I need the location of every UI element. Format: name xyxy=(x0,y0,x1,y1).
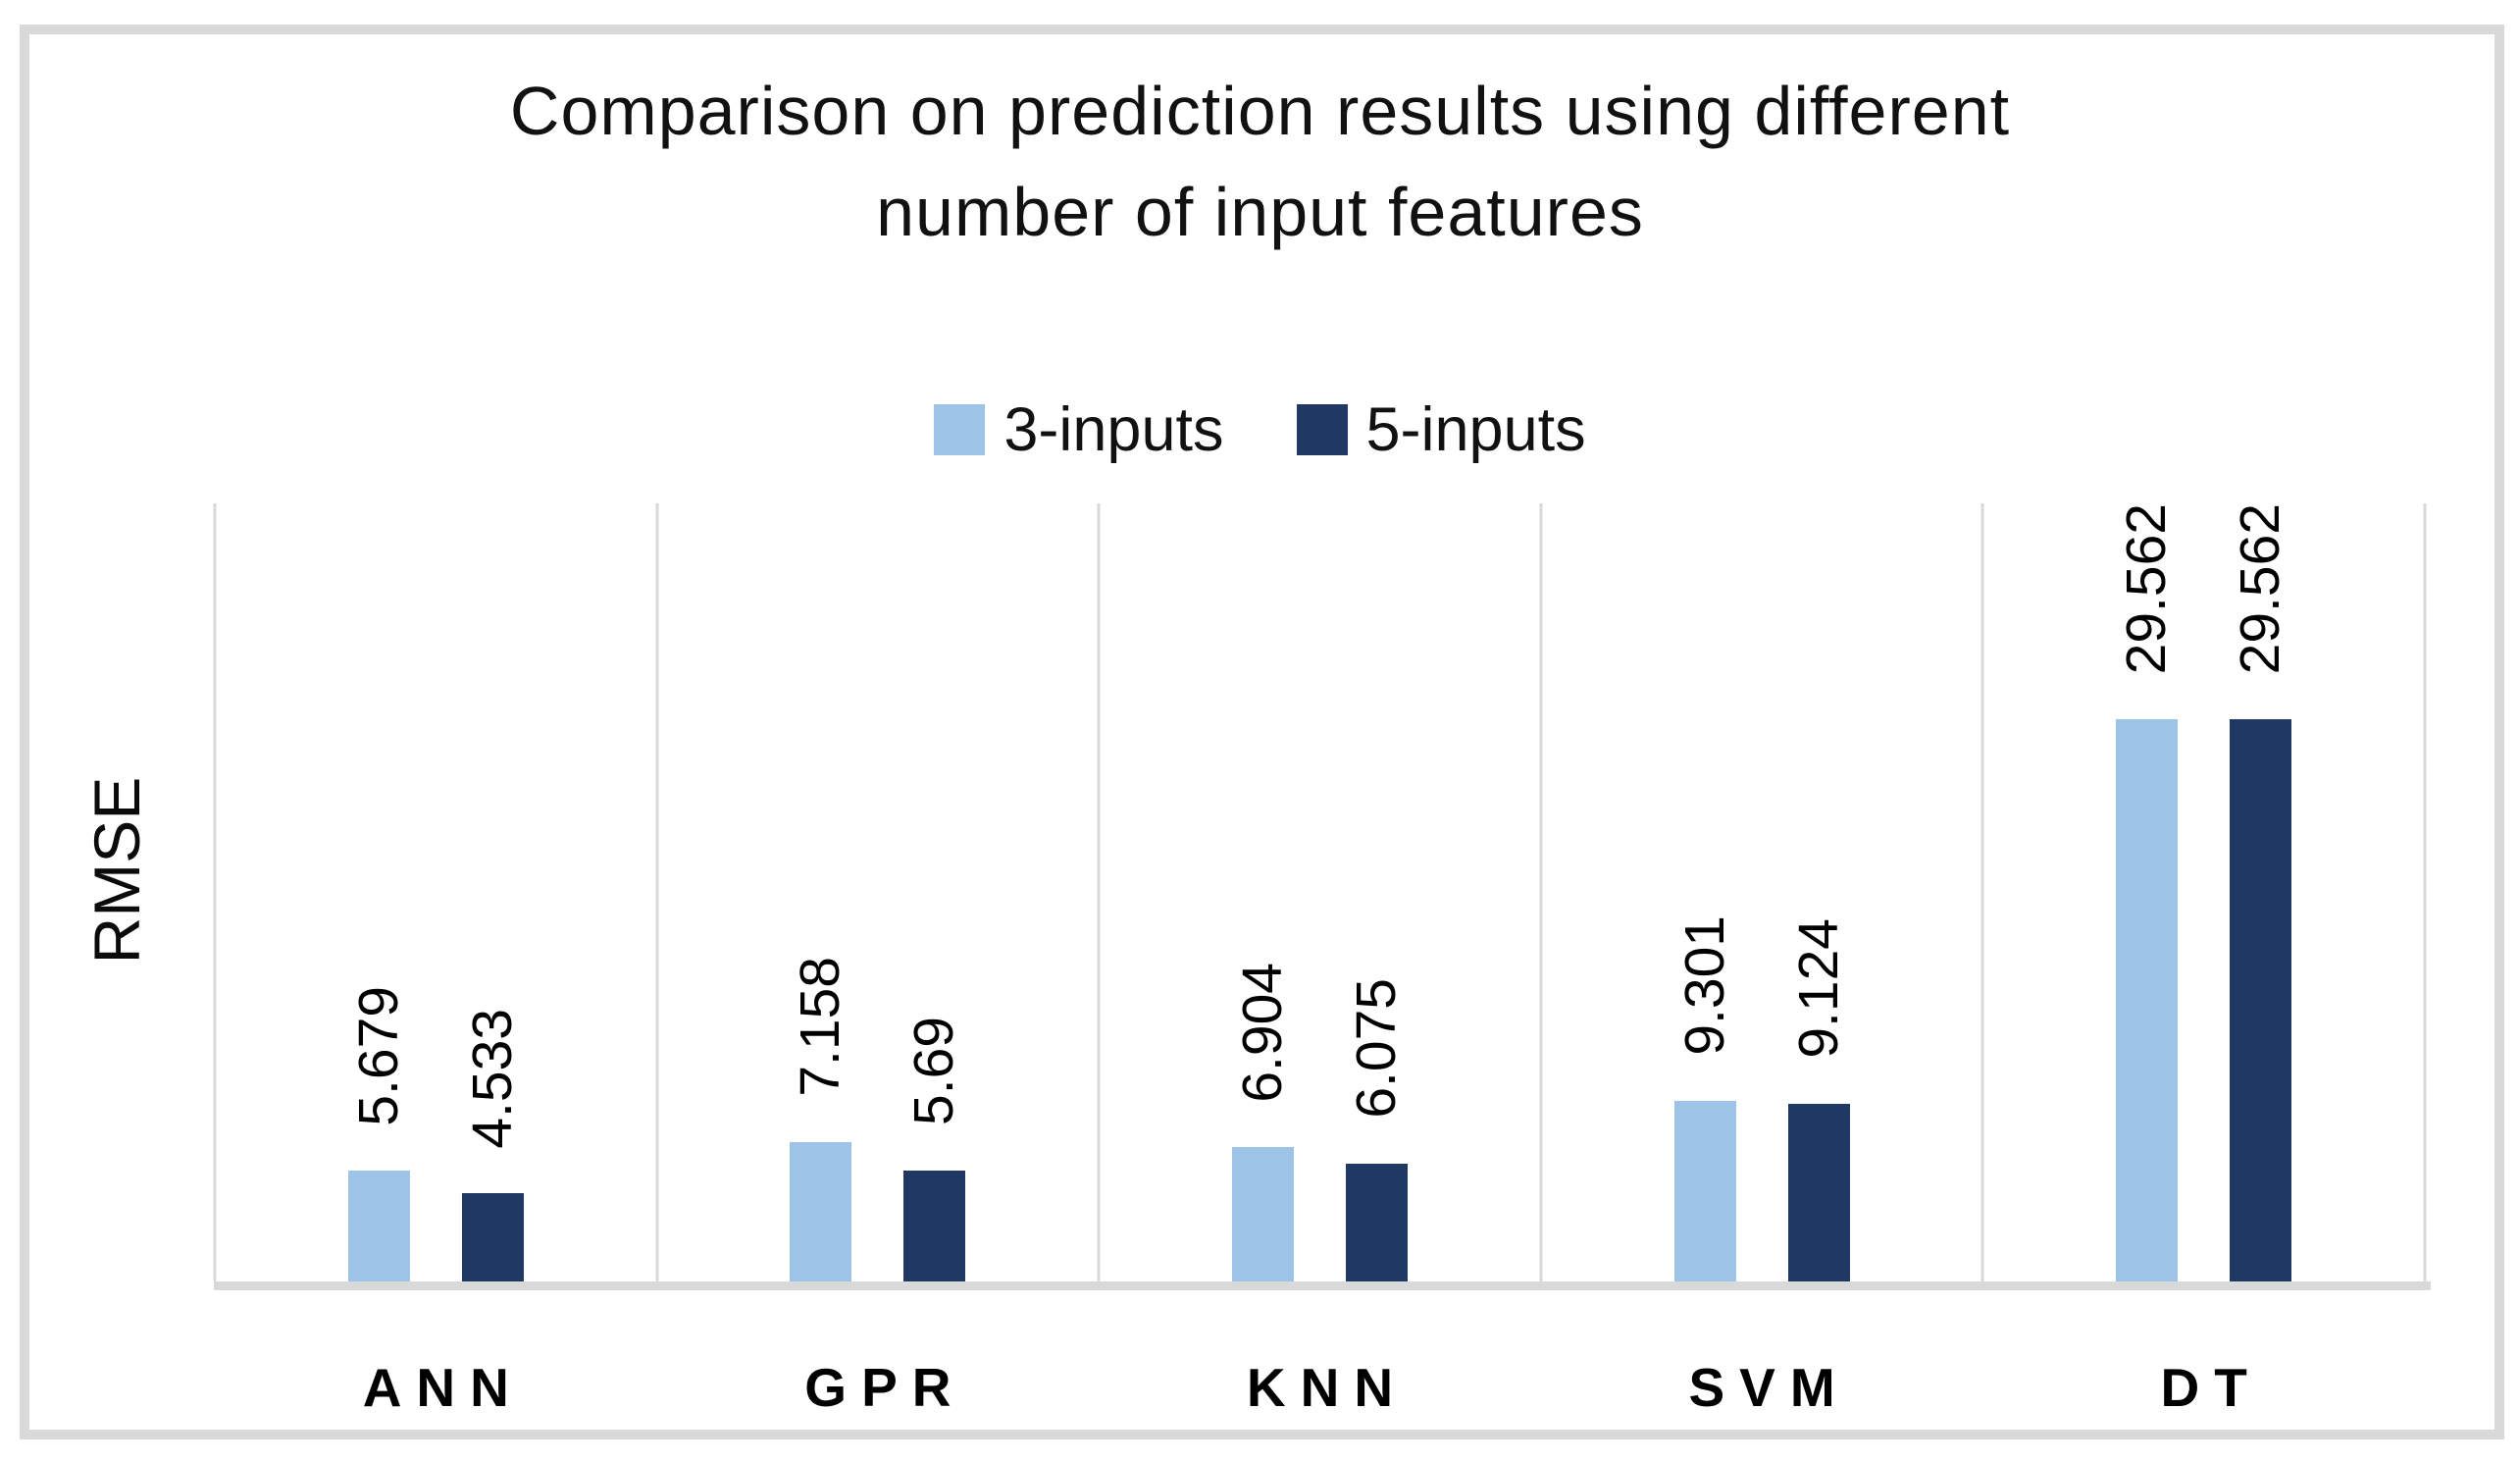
x-axis-line xyxy=(214,1281,2431,1290)
bar-unit-3-inputs-knn: 6.904 xyxy=(1230,503,1294,1281)
bar-5-inputs-knn xyxy=(1345,1163,1408,1281)
bar-unit-3-inputs-svm: 9.301 xyxy=(1672,503,1736,1281)
category-separator-line xyxy=(2423,503,2427,1281)
bar-5-inputs-gpr xyxy=(903,1171,966,1281)
chart-title-line-2: number of input features xyxy=(876,174,1644,250)
category-separator-line xyxy=(1980,503,1984,1281)
bar-5-inputs-svm xyxy=(1787,1104,1850,1281)
legend-label-5-inputs: 5-inputs xyxy=(1365,395,1586,464)
bar-value-label: 9.301 xyxy=(1672,914,1736,1056)
bar-value-label: 6.075 xyxy=(1344,977,1408,1119)
bar-group-svm: 9.301 9.124 xyxy=(1541,503,1983,1281)
bar-unit-5-inputs-knn: 6.075 xyxy=(1344,503,1408,1281)
plot-area: 5.679 4.533 7.158 5.69 6.904 6.075 9.301 9.124 2… xyxy=(213,503,2431,1290)
bar-value-label: 6.904 xyxy=(1230,962,1294,1103)
bar-value-label: 29.562 xyxy=(2115,503,2179,675)
bar-value-label: 5.69 xyxy=(902,1017,966,1126)
legend-item-5-inputs: 5-inputs xyxy=(1296,394,1586,465)
bar-5-inputs-dt xyxy=(2230,719,2292,1281)
bar-unit-5-inputs-dt: 29.562 xyxy=(2229,503,2292,1281)
bar-unit-5-inputs-ann: 4.533 xyxy=(460,503,524,1281)
category-separator-line xyxy=(213,503,217,1281)
legend-label-3-inputs: 3-inputs xyxy=(1003,395,1224,464)
bar-group-ann: 5.679 4.533 xyxy=(215,503,657,1281)
bar-3-inputs-ann xyxy=(347,1171,410,1281)
bar-group-dt: 29.562 29.562 xyxy=(1982,503,2425,1281)
bar-3-inputs-knn xyxy=(1231,1147,1294,1281)
bar-group-knn: 6.904 6.075 xyxy=(1099,503,1541,1281)
bar-unit-3-inputs-ann: 5.679 xyxy=(346,503,410,1281)
bar-value-label: 5.679 xyxy=(346,985,410,1126)
bar-value-label: 4.533 xyxy=(460,1008,524,1149)
bar-5-inputs-ann xyxy=(461,1193,524,1281)
category-label-knn: KNN xyxy=(1246,1357,1409,1418)
legend-swatch-3-inputs xyxy=(934,404,986,455)
category-separator-line xyxy=(655,503,659,1281)
bar-value-label: 7.158 xyxy=(789,957,852,1098)
y-axis-label: RMSE xyxy=(80,776,153,965)
category-label-svm: SVM xyxy=(1688,1357,1850,1418)
bar-value-label: 29.562 xyxy=(2229,503,2292,675)
category-label-gpr: GPR xyxy=(804,1357,966,1418)
bar-unit-3-inputs-dt: 29.562 xyxy=(2115,503,2179,1281)
category-label-dt: DT xyxy=(2160,1357,2262,1418)
chart-title-line-1: Comparison on prediction results using d… xyxy=(509,73,2011,149)
bar-3-inputs-gpr xyxy=(790,1142,852,1281)
chart-title: Comparison on prediction results using d… xyxy=(0,61,2520,263)
legend-swatch-5-inputs xyxy=(1296,404,1348,455)
legend: 3-inputs 5-inputs xyxy=(0,394,2520,465)
bar-value-label: 9.124 xyxy=(1786,918,1850,1060)
bar-group-gpr: 7.158 5.69 xyxy=(657,503,1100,1281)
bar-unit-3-inputs-gpr: 7.158 xyxy=(789,503,852,1281)
x-axis-category-labels: ANN GPR KNN SVM DT xyxy=(215,1356,2425,1419)
category-label-ann: ANN xyxy=(362,1357,524,1418)
bar-unit-5-inputs-gpr: 5.69 xyxy=(902,503,966,1281)
bar-3-inputs-svm xyxy=(1673,1100,1736,1281)
bar-3-inputs-dt xyxy=(2116,719,2179,1281)
chart-border-frame xyxy=(20,25,2504,1439)
category-separator-line xyxy=(1539,503,1543,1281)
bar-unit-5-inputs-svm: 9.124 xyxy=(1786,503,1850,1281)
category-separator-line xyxy=(1097,503,1101,1281)
legend-item-3-inputs: 3-inputs xyxy=(934,394,1224,465)
